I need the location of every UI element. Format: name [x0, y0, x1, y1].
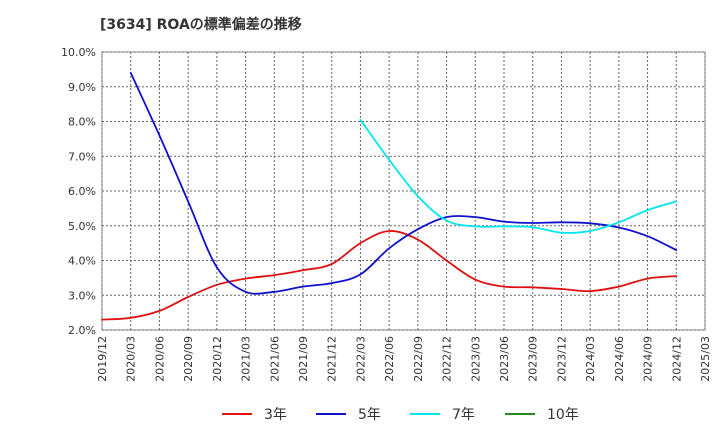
y-tick-label: 5.0%: [68, 220, 96, 233]
x-tick-label: 2023/03: [469, 336, 482, 382]
x-tick-label: 2023/09: [527, 336, 540, 382]
x-tick-label: 2020/12: [211, 336, 224, 382]
x-tick-label: 2022/12: [441, 336, 454, 382]
y-tick-label: 6.0%: [68, 185, 96, 198]
x-tick-label: 2021/12: [326, 336, 339, 382]
x-tick-label: 2024/12: [670, 336, 683, 382]
x-tick-label: 2020/09: [182, 336, 195, 382]
legend-label-3: 10年: [547, 407, 579, 423]
x-tick-label: 2020/03: [125, 336, 138, 382]
x-tick-label: 2021/09: [297, 336, 310, 382]
legend-label-0: 3年: [264, 407, 287, 423]
legend-label-2: 7年: [452, 407, 475, 423]
x-tick-label: 2020/06: [153, 336, 166, 382]
series-line-1: [129, 71, 678, 295]
series-line-0: [101, 230, 678, 321]
series-line-2: [359, 118, 678, 234]
y-tick-label: 4.0%: [68, 255, 96, 268]
x-tick-label: 2022/06: [383, 336, 396, 382]
x-tick-label: 2024/03: [584, 336, 597, 382]
y-tick-label: 9.0%: [68, 81, 96, 94]
x-tick-label: 2023/06: [498, 336, 511, 382]
x-tick-label: 2021/03: [240, 336, 253, 382]
x-tick-label: 2022/03: [354, 336, 367, 382]
chart-title: [3634] ROAの標準偏差の推移: [100, 17, 302, 33]
y-tick-label: 8.0%: [68, 116, 96, 129]
y-tick-label: 3.0%: [68, 289, 96, 302]
x-tick-label: 2019/12: [96, 336, 109, 382]
y-tick-label: 7.0%: [68, 150, 96, 163]
legend-label-1: 5年: [358, 407, 381, 423]
x-tick-label: 2021/06: [268, 336, 281, 382]
x-tick-label: 2023/12: [555, 336, 568, 382]
y-tick-label: 2.0%: [68, 324, 96, 337]
x-tick-label: 2022/09: [412, 336, 425, 382]
x-tick-label: 2024/06: [613, 336, 626, 382]
x-tick-label: 2025/03: [699, 336, 712, 382]
x-tick-label: 2024/09: [642, 336, 655, 382]
y-tick-label: 10.0%: [61, 46, 96, 59]
